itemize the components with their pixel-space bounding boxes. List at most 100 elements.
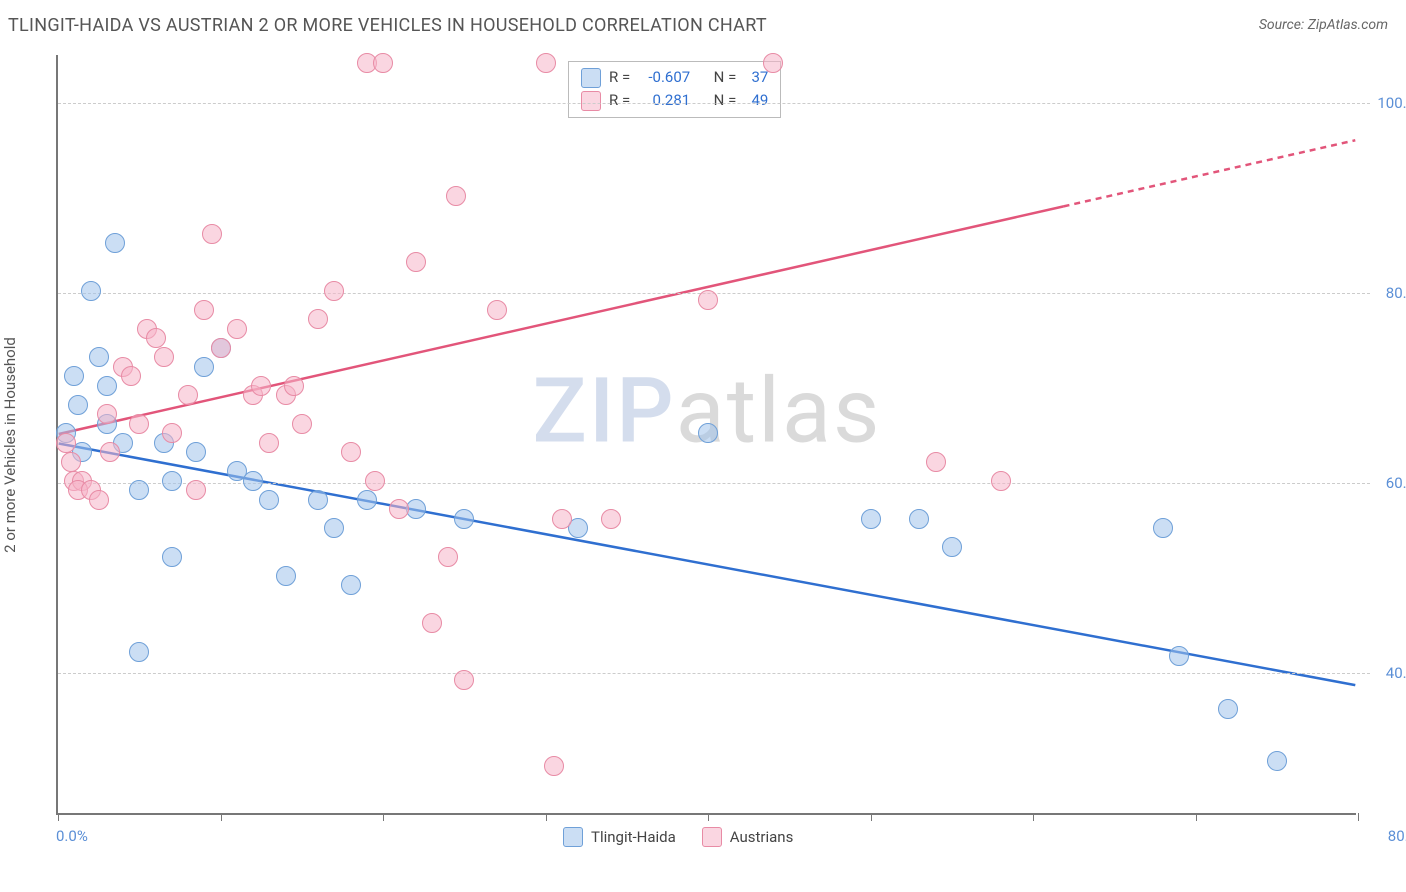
x-tick [1358, 813, 1359, 821]
legend-item-tlingit: Tlingit-Haida [563, 827, 676, 847]
x-tick [221, 813, 222, 821]
data-point [68, 395, 88, 415]
series-legend: Tlingit-Haida Austrians [563, 827, 793, 847]
chart-area: 2 or more Vehicles in Household ZIPatlas… [50, 50, 1376, 840]
data-point [308, 309, 328, 329]
x-tick [546, 813, 547, 821]
x-tick [383, 813, 384, 821]
data-point [389, 499, 409, 519]
data-point [186, 480, 206, 500]
data-point [991, 471, 1011, 491]
data-point [276, 566, 296, 586]
data-point [154, 347, 174, 367]
data-point [129, 480, 149, 500]
data-point [454, 670, 474, 690]
x-tick-label: 80.0% [1388, 827, 1406, 845]
data-point [211, 338, 231, 358]
data-point [194, 300, 214, 320]
data-point [259, 490, 279, 510]
x-tick [58, 813, 59, 821]
data-point [438, 547, 458, 567]
data-point [97, 376, 117, 396]
chart-title: TLINGIT-HAIDA VS AUSTRIAN 2 OR MORE VEHI… [8, 15, 767, 36]
data-point [552, 509, 572, 529]
data-point [357, 490, 377, 510]
data-point [698, 290, 718, 310]
source-attribution: Source: ZipAtlas.com [1259, 17, 1388, 33]
data-point [178, 385, 198, 405]
data-point [100, 442, 120, 462]
data-point [536, 53, 556, 73]
data-point [129, 642, 149, 662]
data-point [56, 433, 76, 453]
data-point [454, 509, 474, 529]
data-point [861, 509, 881, 529]
swatch-austrians-icon [702, 827, 722, 847]
data-point [544, 756, 564, 776]
stats-row-tlingit: R = -0.607 N = 37 [581, 66, 768, 89]
data-point [601, 509, 621, 529]
data-point [97, 404, 117, 424]
watermark: ZIPatlas [533, 359, 882, 464]
stats-legend: R = -0.607 N = 37 R = 0.281 N = 49 [568, 61, 781, 118]
data-point [292, 414, 312, 434]
data-point [259, 433, 279, 453]
data-point [162, 547, 182, 567]
data-point [243, 471, 263, 491]
data-point [89, 347, 109, 367]
data-point [284, 376, 304, 396]
data-point [227, 319, 247, 339]
data-point [926, 452, 946, 472]
data-point [365, 471, 385, 491]
data-point [324, 518, 344, 538]
x-tick-label: 0.0% [56, 827, 88, 845]
data-point [129, 414, 149, 434]
y-tick-label: 40.0% [1386, 664, 1406, 682]
y-tick-label: 80.0% [1386, 284, 1406, 302]
data-point [194, 357, 214, 377]
data-point [162, 423, 182, 443]
data-point [162, 471, 182, 491]
data-point [105, 233, 125, 253]
data-point [308, 490, 328, 510]
data-point [1267, 751, 1287, 771]
data-point [81, 281, 101, 301]
y-axis-label: 2 or more Vehicles in Household [1, 337, 19, 553]
data-point [422, 613, 442, 633]
data-point [121, 366, 141, 386]
data-point [373, 53, 393, 73]
y-tick-label: 60.0% [1386, 474, 1406, 492]
data-point [61, 452, 81, 472]
data-point [487, 300, 507, 320]
y-tick-label: 100.0% [1377, 94, 1406, 112]
gridline [58, 103, 1370, 104]
data-point [186, 442, 206, 462]
data-point [341, 575, 361, 595]
data-point [942, 537, 962, 557]
x-tick [708, 813, 709, 821]
data-point [146, 328, 166, 348]
data-point [341, 442, 361, 462]
swatch-tlingit [581, 68, 601, 88]
stats-row-austrians: R = 0.281 N = 49 [581, 89, 768, 112]
legend-item-austrians: Austrians [702, 827, 794, 847]
gridline [58, 673, 1370, 674]
data-point [406, 252, 426, 272]
plot-region: ZIPatlas R = -0.607 N = 37 R = 0.281 N =… [56, 55, 1356, 815]
data-point [909, 509, 929, 529]
data-point [89, 490, 109, 510]
x-tick [1033, 813, 1034, 821]
data-point [698, 423, 718, 443]
data-point [202, 224, 222, 244]
data-point [1169, 646, 1189, 666]
x-tick [871, 813, 872, 821]
swatch-tlingit-icon [563, 827, 583, 847]
swatch-austrians [581, 91, 601, 111]
data-point [251, 376, 271, 396]
x-tick [1196, 813, 1197, 821]
data-point [1218, 699, 1238, 719]
data-point [446, 186, 466, 206]
data-point [64, 366, 84, 386]
data-point [324, 281, 344, 301]
data-point [763, 53, 783, 73]
